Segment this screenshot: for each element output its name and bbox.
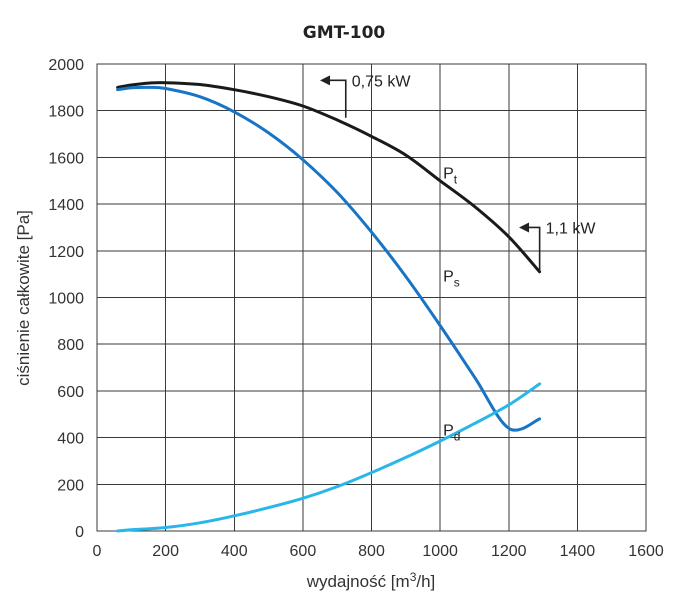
y-tick-label: 1800 (48, 104, 84, 121)
series-label-pt: Pt (443, 166, 458, 187)
x-tick-label: 1200 (491, 543, 527, 560)
y-tick-labels: 0 200 400 600 800 1000 1200 1400 1600 1800 2000 (48, 57, 84, 541)
x-tick-label: 0 (93, 543, 102, 560)
x-axis-label-superscript: 3 (410, 570, 417, 584)
y-tick-label: 1400 (48, 197, 84, 214)
plot-frame (96, 63, 647, 532)
series-label-ps: Ps (443, 268, 460, 289)
series-line-pt (116, 81, 542, 274)
annotation-label: 0,75 kW (352, 73, 412, 90)
x-tick-label: 400 (221, 543, 248, 560)
x-tick-label: 200 (152, 543, 179, 560)
y-tick-label: 1000 (48, 291, 84, 308)
y-tick-label: 400 (57, 431, 84, 448)
annotation-label: 1,1 kW (546, 220, 597, 237)
x-tick-label: 1000 (422, 543, 458, 560)
series-label-pd: Pd (443, 423, 460, 444)
y-tick-label: 800 (57, 337, 84, 354)
chart-title: GMT-100 (303, 23, 386, 43)
power-annotations: 0,75 kW 1,1 kW (320, 73, 597, 272)
y-tick-label: 200 (57, 477, 84, 494)
series-line-ps (116, 85, 542, 432)
annotation-arrow (527, 226, 541, 272)
x-tick-label: 800 (358, 543, 385, 560)
x-axis-label-base: wydajność [m (306, 572, 410, 591)
series-curves (116, 81, 542, 533)
y-tick-label: 1200 (48, 244, 84, 261)
x-axis-label-end: /h] (416, 572, 435, 591)
annotation-arrow (328, 79, 347, 118)
annotation-arrowhead (519, 222, 530, 233)
x-tick-label: 600 (290, 543, 317, 560)
x-tick-label: 1400 (560, 543, 596, 560)
y-tick-label: 0 (75, 524, 84, 541)
x-tick-label: 1600 (628, 543, 664, 560)
y-axis-label: ciśnienie całkowite [Pa] (14, 210, 33, 386)
grid (96, 63, 647, 532)
x-axis-label: wydajność [m3/h] (306, 570, 436, 591)
series-line-pd (116, 382, 542, 533)
annotation-arrowhead (320, 75, 331, 86)
series-labels: Pt Ps Pd (443, 166, 460, 444)
y-tick-label: 1600 (48, 150, 84, 167)
y-tick-label: 600 (57, 384, 84, 401)
x-tick-labels: 0 200 400 600 800 1000 1200 1400 1600 (93, 543, 664, 560)
y-tick-label: 2000 (48, 57, 84, 74)
